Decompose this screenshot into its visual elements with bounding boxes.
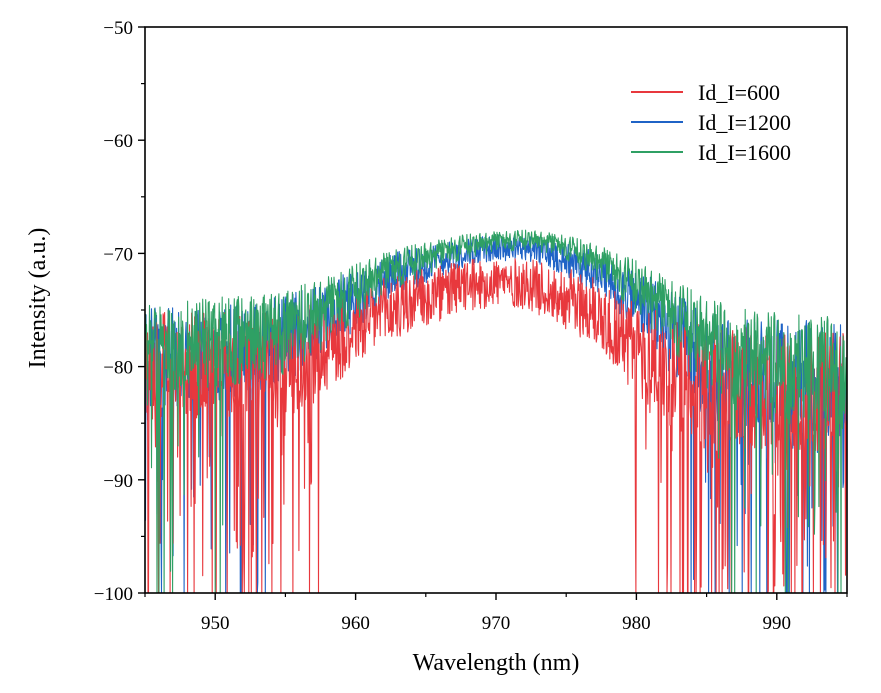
x-tick-label: 990	[763, 613, 792, 634]
x-tick-label: 960	[341, 613, 370, 634]
x-tick-label: 970	[482, 613, 511, 634]
y-tick-label: −50	[103, 18, 133, 39]
x-axis-title: Wavelength (nm)	[413, 650, 580, 676]
y-tick-label: −70	[103, 244, 133, 265]
x-tick-label: 980	[622, 613, 651, 634]
y-tick-label: −90	[103, 471, 133, 492]
legend-label-1: Id_I=600	[698, 80, 780, 105]
ticks-layer: 950 960 970 980 990 −100 −90 −80 −70 −60 −50	[94, 18, 848, 634]
x-tick-label: 950	[201, 613, 230, 634]
y-tick-label: −100	[94, 584, 133, 605]
series-line-1	[144, 258, 848, 594]
y-axis-title: Intensity (a.u.)	[25, 228, 51, 369]
y-tick-label: −80	[103, 358, 133, 379]
y-tick-label: −60	[103, 131, 133, 152]
series-layer	[144, 229, 848, 594]
legend-label-2: Id_I=1200	[698, 110, 791, 135]
legend-label-3: Id_I=1600	[698, 140, 791, 165]
legend: Id_I=600 Id_I=1200 Id_I=1600	[631, 80, 791, 165]
series-line-3	[144, 229, 848, 594]
